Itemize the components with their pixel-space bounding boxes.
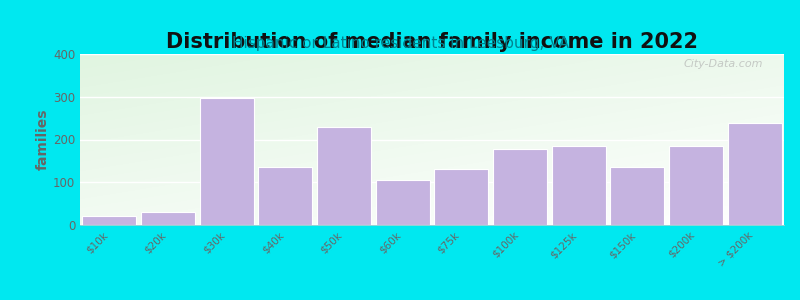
- Title: Distribution of median family income in 2022: Distribution of median family income in …: [166, 32, 698, 52]
- Bar: [728, 123, 782, 225]
- Bar: [376, 180, 430, 225]
- Bar: [200, 98, 254, 225]
- Bar: [258, 167, 312, 225]
- Bar: [317, 127, 371, 225]
- Bar: [493, 149, 547, 225]
- Text: City-Data.com: City-Data.com: [683, 59, 763, 69]
- Bar: [552, 146, 606, 225]
- Y-axis label: families: families: [36, 109, 50, 170]
- Bar: [669, 146, 723, 225]
- Text: Hispanic or Latino residents in Leesburg, VA: Hispanic or Latino residents in Leesburg…: [231, 36, 569, 51]
- Bar: [610, 167, 664, 225]
- Bar: [434, 169, 488, 225]
- Bar: [141, 212, 195, 225]
- Bar: [82, 216, 136, 225]
